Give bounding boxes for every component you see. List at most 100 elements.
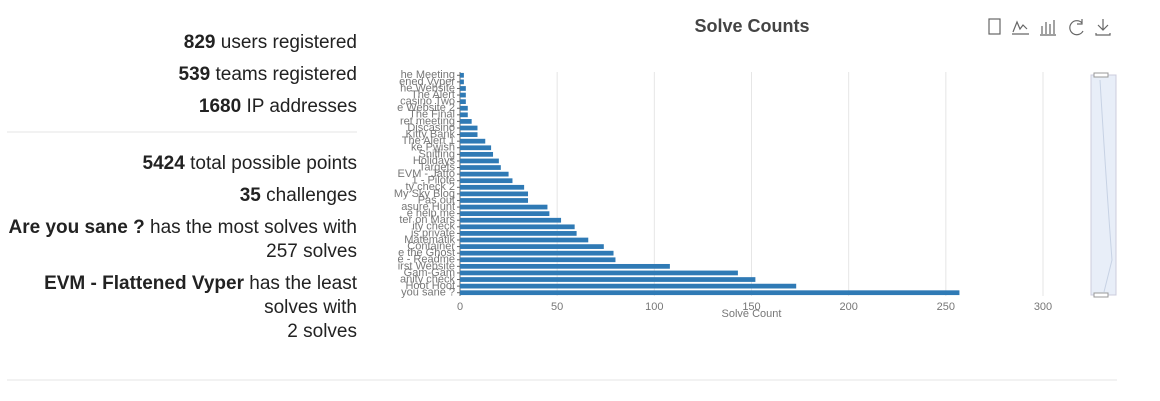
stat-text: users registered [221, 32, 357, 53]
zoom-handle[interactable] [1093, 72, 1109, 78]
y-tick-label: e Website 2 [397, 102, 455, 114]
stat-text: total possible points [190, 153, 357, 174]
y-tick-label: he Website [400, 82, 455, 94]
stats: 829 users registered 539 teams registered… [9, 32, 358, 342]
y-tick-label: Container [407, 240, 455, 252]
y-tick-label: 1 - Pilote [412, 175, 455, 187]
y-tick-label: ret meeting [400, 115, 455, 127]
chart-title: Solve Counts [694, 16, 809, 36]
bar [460, 79, 464, 85]
y-tick-label: Pas out [418, 194, 455, 206]
x-tick-label: 100 [645, 301, 663, 313]
stat-value: 829 [184, 32, 216, 53]
stat-line: 539 teams registered [179, 64, 358, 85]
bar [460, 151, 494, 157]
bar [460, 263, 670, 269]
y-tick-label: anity check [400, 273, 456, 285]
stat-line: 829 users registered [184, 32, 357, 53]
y-tick-label: Hoot Hoot [405, 280, 455, 292]
bar [460, 92, 466, 98]
stat-value: 1680 [199, 96, 241, 117]
y-tick-label: e - Readme [398, 254, 455, 266]
stat-text: 257 solves [266, 241, 357, 262]
bar [460, 86, 466, 91]
bar [460, 250, 614, 256]
bar [460, 112, 468, 118]
x-axis-label: Solve Count [722, 308, 782, 320]
zoom-preview [1099, 79, 1113, 293]
y-tick-label: ity check [412, 221, 455, 233]
stat-text: challenges [266, 185, 357, 206]
y-tick-label: is private [411, 227, 455, 239]
y-tick-label: The Alert [411, 89, 455, 101]
bar [460, 204, 548, 210]
bar [460, 184, 525, 190]
bar [460, 198, 529, 203]
y-tick-label: ke Pwish [411, 142, 455, 154]
stat-line: 1680 IP addresses [199, 96, 357, 117]
stat-value: 5424 [143, 153, 186, 174]
y-tick-label: Holidays [413, 155, 456, 167]
bar [460, 99, 466, 105]
y-tick-label: Targets [419, 161, 456, 173]
bar [460, 270, 738, 276]
y-tick-label: ter on Mars [399, 214, 455, 226]
bar [460, 145, 492, 151]
bar [460, 72, 464, 78]
challenge-name: EVM - Flattened Vyper [44, 273, 244, 294]
y-tick-label: casino Two [400, 96, 455, 108]
y-tick-label: e help me [407, 208, 455, 220]
y-tick-label: e the Ghost [398, 247, 455, 259]
y-tick-label: he Meeting [401, 69, 455, 81]
y-tick-label: ty check 2 [405, 181, 455, 193]
bar [460, 237, 589, 243]
x-tick-label: 300 [1034, 301, 1052, 313]
stat-value: 539 [179, 64, 211, 85]
x-tick-label: 50 [551, 301, 563, 313]
toolbox[interactable] [988, 18, 1111, 36]
zoom-handle[interactable] [1093, 292, 1109, 298]
y-tick-label: Gam-Gam [404, 267, 455, 279]
bar [460, 211, 550, 217]
bar [460, 165, 501, 170]
restore-icon[interactable] [1069, 19, 1084, 36]
y-tick-label: Discasino [407, 122, 455, 134]
bar [460, 171, 509, 177]
bar [460, 125, 478, 131]
y-tick-label: The Alert 1 [402, 135, 455, 147]
bar [460, 217, 562, 223]
data-zoom[interactable] [1090, 72, 1117, 298]
bar [460, 191, 529, 197]
stat-line: EVM - Flattened Vyper has the least [44, 273, 358, 294]
x-tick-label: 250 [937, 301, 955, 313]
stat-value: 35 [240, 185, 262, 206]
zoom-track[interactable] [1090, 74, 1117, 296]
line-icon[interactable] [1012, 20, 1029, 35]
stat-text: 2 solves [287, 321, 357, 342]
bar [460, 105, 468, 111]
bar [460, 283, 797, 289]
bar [460, 231, 577, 236]
y-tick-label: Sniffing [419, 148, 456, 160]
bar [460, 257, 616, 263]
y-tick-label: Kitty Bank [405, 128, 455, 140]
x-tick-label: 150 [742, 301, 760, 313]
stat-line: Are you sane ? has the most solves with [9, 217, 357, 238]
x-tick-label: 0 [457, 301, 463, 313]
y-tick-label: asure Hunt [401, 201, 455, 213]
x-tick-label: 200 [839, 301, 857, 313]
y-tick-label: My Sky Blog [394, 188, 455, 200]
data-view-icon[interactable] [988, 18, 1001, 35]
stat-text: has the least [249, 273, 357, 294]
stat-text: solves with [264, 297, 357, 318]
stat-text: teams registered [215, 64, 357, 85]
bar [460, 277, 756, 282]
bar-icon[interactable] [1040, 20, 1056, 36]
stat-text: has the most solves with [150, 217, 357, 238]
download-icon[interactable] [1095, 19, 1111, 36]
y-tick-label: The Final [409, 109, 455, 121]
bar [460, 158, 499, 164]
